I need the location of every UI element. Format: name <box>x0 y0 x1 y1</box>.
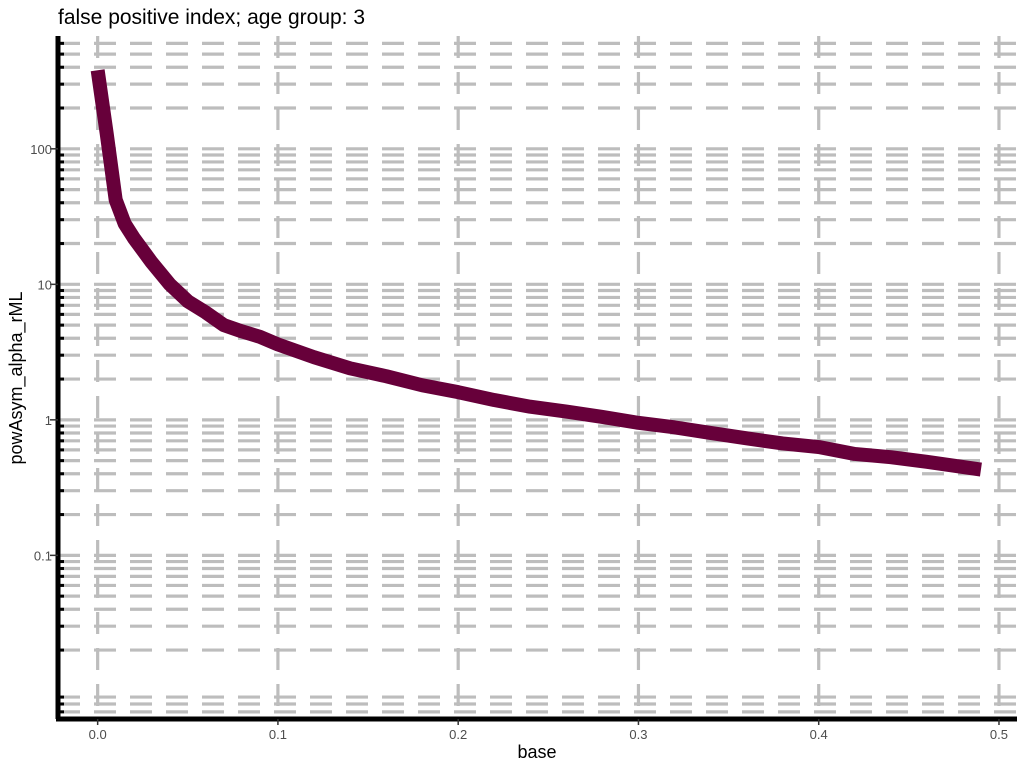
x-tick-label-5: 0.5 <box>990 727 1008 742</box>
x-tick-labels: 0.0 0.1 0.2 0.3 0.4 0.5 <box>89 727 1008 742</box>
y-tick-label-0: 0.1 <box>34 548 52 563</box>
x-tick-label-0: 0.0 <box>89 727 107 742</box>
y-axis-label: powAsym_alpha_rML <box>6 291 27 464</box>
y-tick-labels: 0.1 1 10 100 <box>30 142 52 564</box>
y-tick-label-2: 10 <box>38 277 52 292</box>
y-tick-label-1: 1 <box>45 413 52 428</box>
x-axis-label: base <box>517 742 556 762</box>
y-tick-marks <box>50 41 64 714</box>
grid-minor <box>58 41 1017 714</box>
x-tick-label-3: 0.3 <box>629 727 647 742</box>
x-tick-label-2: 0.2 <box>449 727 467 742</box>
y-tick-label-3: 100 <box>30 142 52 157</box>
x-tick-label-4: 0.4 <box>810 727 828 742</box>
x-tick-label-1: 0.1 <box>269 727 287 742</box>
series-line <box>90 69 982 477</box>
chart-title: false positive index; age group: 3 <box>58 6 365 29</box>
x-tick-marks <box>96 719 1000 725</box>
